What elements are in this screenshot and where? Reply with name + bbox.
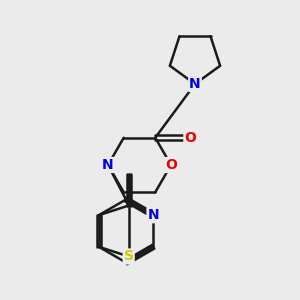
- Text: N: N: [102, 158, 114, 172]
- Text: S: S: [124, 250, 134, 263]
- Text: N: N: [189, 77, 201, 91]
- Text: O: O: [184, 131, 196, 145]
- Text: O: O: [165, 158, 177, 172]
- Text: N: N: [148, 208, 159, 222]
